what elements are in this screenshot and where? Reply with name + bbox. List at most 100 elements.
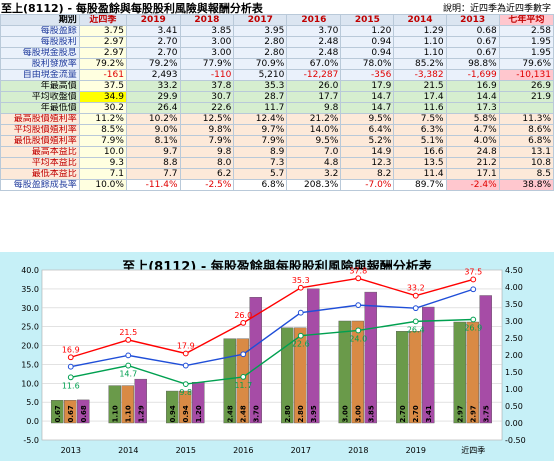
table-cell: 7.7: [125, 168, 181, 180]
x-tick-label: 2016: [233, 446, 253, 455]
y-left-tick-label: 40.0: [21, 266, 39, 275]
bar-value-label: 2.70: [412, 405, 420, 422]
data-table: 期別 近四季 2019 2018 2017 2016 2015 2014 2013 七年平均 每股盈…: [0, 14, 554, 191]
table-cell: 0.94: [340, 36, 395, 48]
table-cell: 3.00: [179, 36, 235, 48]
table-cell: 11.2%: [78, 113, 127, 125]
table-cell: 16.9: [445, 80, 500, 92]
low-price-label: 26.9: [464, 323, 482, 332]
table-cell: 1.20: [340, 25, 395, 37]
bar-value-label: 3.95: [310, 405, 318, 422]
table-cell: 12.5%: [179, 113, 235, 125]
bar: [121, 385, 134, 424]
table-cell: 98.8%: [445, 58, 500, 70]
y-left-tick-label: 10.0: [21, 379, 39, 388]
table-cell: 4.7%: [445, 124, 500, 136]
table-cell: 37.8: [179, 80, 235, 92]
table-cell: 8.9: [233, 146, 288, 158]
table-cell: 21.2: [445, 157, 500, 169]
line-point: [470, 286, 477, 293]
line-point: [182, 350, 189, 357]
table-cell: 34.9: [78, 91, 127, 103]
table-cell: 37.5: [78, 80, 127, 92]
y-left-tick-label: 5.0: [26, 398, 39, 407]
low-price-label: 9.8: [179, 388, 192, 397]
table-cell: 5.2%: [340, 135, 395, 147]
series-line: [70, 288, 474, 368]
table-cell: 4.0%: [445, 135, 500, 147]
table-cell: 7.9%: [233, 135, 288, 147]
column-header: 2018: [179, 14, 235, 26]
high-price-label: 21.5: [119, 328, 137, 337]
x-tick-label: 2013: [61, 446, 81, 455]
y-right-tick-label: -0.50: [505, 436, 526, 445]
bar-value-label: 1.20: [195, 405, 203, 422]
table-row: 股利發放率 79.2% 79.2% 77.9% 70.9% 67.0% 78.0% 85.2%…: [0, 58, 554, 70]
table-cell: 3.70: [286, 25, 342, 37]
bar-value-label: 1.29: [137, 405, 145, 422]
table-cell: 8.2: [340, 168, 395, 180]
table-row: 平均股價殖利率 8.5% 9.0% 9.8% 9.7% 14.0% 6.4% 6.3% 4.7%…: [0, 124, 554, 136]
x-tick-label: 2014: [118, 446, 138, 455]
bar-value-label: 2.97: [469, 405, 477, 422]
table-cell: 1.10: [393, 47, 447, 59]
bar: [479, 295, 492, 424]
table-cell: -2.4%: [445, 179, 500, 191]
y-left-tick-label: 0.0: [26, 417, 39, 426]
bar: [223, 338, 236, 424]
table-cell: 8.5: [498, 168, 554, 180]
bar: [307, 288, 320, 424]
table-cell: 26.0: [286, 80, 342, 92]
table-cell: 16.6: [393, 146, 447, 158]
bar-value-label: 1.10: [124, 405, 132, 422]
note-text: 說明：近四季為近四季數字: [442, 4, 551, 14]
table-cell: -2.5%: [179, 179, 235, 191]
line-point: [125, 352, 132, 359]
table-cell: -7.0%: [340, 179, 395, 191]
bar-value-label: 0.94: [169, 405, 177, 422]
line-point: [355, 302, 362, 309]
bar-value-label: 3.75: [482, 405, 490, 422]
high-price-label: 17.9: [177, 341, 195, 350]
row-label: 每股盈餘: [0, 25, 80, 37]
bar-value-label: 3.70: [252, 405, 260, 422]
table-cell: 24.8: [445, 146, 500, 158]
table-cell: 9.0%: [125, 124, 181, 136]
table-row: 最低本益比 7.1 7.7 6.2 5.7 3.2 8.2 11.4 17.1 8.5: [0, 168, 554, 180]
table-cell: -110: [179, 69, 235, 81]
table-cell: 85.2%: [393, 58, 447, 70]
table-row: 每股盈餘 3.75 3.41 3.85 3.95 3.70 1.20 1.29 0.68 2.58: [0, 25, 554, 37]
y-left-tick-label: 20.0: [21, 342, 39, 351]
table-cell: 3.00: [179, 47, 235, 59]
table-cell: 5.7: [233, 168, 288, 180]
x-tick-label: 2019: [406, 446, 426, 455]
table-cell: 1.95: [498, 47, 554, 59]
low-price-label: 14.7: [119, 370, 137, 379]
table-cell: 2.70: [125, 36, 181, 48]
column-header: 2019: [125, 14, 181, 26]
bar: [338, 320, 351, 424]
table-cell: 79.6%: [498, 58, 554, 70]
bar: [166, 390, 179, 424]
table-cell: 6.8%: [233, 179, 288, 191]
row-label: 平均本益比: [0, 157, 80, 169]
bar-value-label: 0.67: [67, 405, 75, 422]
line-point: [240, 319, 247, 326]
table-cell: 9.8: [286, 102, 342, 114]
table-row: 自由現金流量 -161 2,493 -110 5,210 -12,287 -356 -3,38…: [0, 69, 554, 81]
y-left-tick-label: 35.0: [21, 285, 39, 294]
table-cell: 67.0%: [286, 58, 342, 70]
table-cell: [498, 102, 554, 114]
bar-value-label: 3.00: [354, 405, 362, 422]
bar: [134, 378, 147, 424]
high-price-label: 26.0: [234, 311, 252, 320]
high-price-label: 35.3: [292, 276, 310, 285]
y-right-tick-label: 1.00: [505, 385, 523, 394]
bar-value-label: 3.00: [341, 405, 349, 422]
y-right-tick-label: 0.00: [505, 419, 523, 428]
table-cell: 14.0%: [286, 124, 342, 136]
high-price-label: 37.8: [349, 266, 367, 275]
table-row: 最高股價殖利率 11.2% 10.2% 12.5% 12.4% 21.2% 9.5% 7.5%…: [0, 113, 554, 125]
line-point: [297, 309, 304, 316]
table-cell: 79.2%: [78, 58, 127, 70]
